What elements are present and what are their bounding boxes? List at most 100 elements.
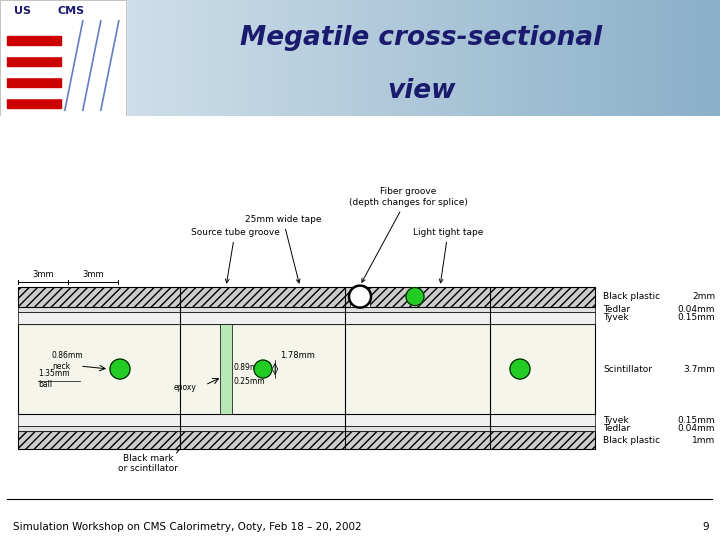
Bar [572,0,576,116]
Bar [400,0,403,116]
Bar [648,0,652,116]
Bar [583,0,587,116]
Bar [97,0,101,116]
Bar [223,0,227,116]
Bar [551,0,554,116]
Bar [331,0,335,116]
Bar [180,0,184,116]
Bar [533,0,536,116]
Bar [43,0,47,116]
Bar [518,0,522,116]
Bar [198,0,202,116]
Text: 0.15mm: 0.15mm [678,313,715,322]
Bar [288,0,292,116]
Bar [25,0,29,116]
Bar [65,0,68,116]
Bar [29,0,32,116]
Bar [220,323,232,415]
Bar [652,0,655,116]
Bar [68,0,72,116]
Bar [414,0,418,116]
Bar [677,0,680,116]
Bar [266,0,270,116]
Bar [18,312,595,323]
Bar [151,0,155,116]
Bar [558,0,562,116]
Bar [360,0,364,116]
Bar [554,0,558,116]
Bar [356,0,360,116]
Bar [378,0,382,116]
Text: 3mm: 3mm [32,269,54,279]
Bar [623,0,626,116]
Bar [7,0,11,116]
Bar [666,0,670,116]
Bar [479,0,482,116]
Bar [446,0,450,116]
Bar [673,0,677,116]
Bar [256,0,259,116]
Bar [7,88,61,98]
Bar [90,0,94,116]
Bar [680,0,684,116]
Bar [184,0,187,116]
Bar [342,0,346,116]
Bar [389,0,392,116]
Bar [374,0,378,116]
Circle shape [254,360,272,378]
Bar [659,0,662,116]
Bar [216,0,220,116]
Bar [7,78,61,87]
Bar [515,0,518,116]
Bar [166,0,169,116]
Text: Scintillator: Scintillator [603,364,652,374]
Bar [270,0,274,116]
Bar [490,0,493,116]
Bar [335,0,338,116]
Bar [338,0,342,116]
Circle shape [110,359,130,379]
Text: Black plastic: Black plastic [603,436,660,445]
Bar [544,0,547,116]
Bar [0,0,126,116]
Bar [702,0,706,116]
Bar [608,0,612,116]
Circle shape [406,288,424,306]
Bar [130,0,133,116]
Bar [594,0,598,116]
Bar [310,0,313,116]
Bar [662,0,666,116]
Bar [306,0,310,116]
Text: Source tube groove: Source tube groove [191,228,279,283]
Bar [284,0,288,116]
Bar [212,0,216,116]
Text: 9: 9 [703,522,709,532]
Bar [511,0,515,116]
Bar [18,0,22,116]
Bar [644,0,648,116]
Text: CMS: CMS [58,6,85,16]
Bar [493,0,497,116]
Bar [313,0,317,116]
Bar [119,0,122,116]
Bar [263,0,266,116]
Bar [508,0,511,116]
Bar [464,0,468,116]
Bar [461,0,464,116]
Bar [0,0,126,116]
Bar [281,0,284,116]
Bar [245,0,248,116]
Bar [475,0,479,116]
Bar [324,0,328,116]
Bar [317,0,320,116]
Bar [364,0,367,116]
Bar [144,0,148,116]
Bar [18,415,595,427]
Bar [670,0,673,116]
Bar [14,0,18,116]
Bar [140,0,144,116]
Text: 1mm: 1mm [692,436,715,445]
Text: Black plastic: Black plastic [603,292,660,301]
Bar [616,0,619,116]
Bar [684,0,688,116]
